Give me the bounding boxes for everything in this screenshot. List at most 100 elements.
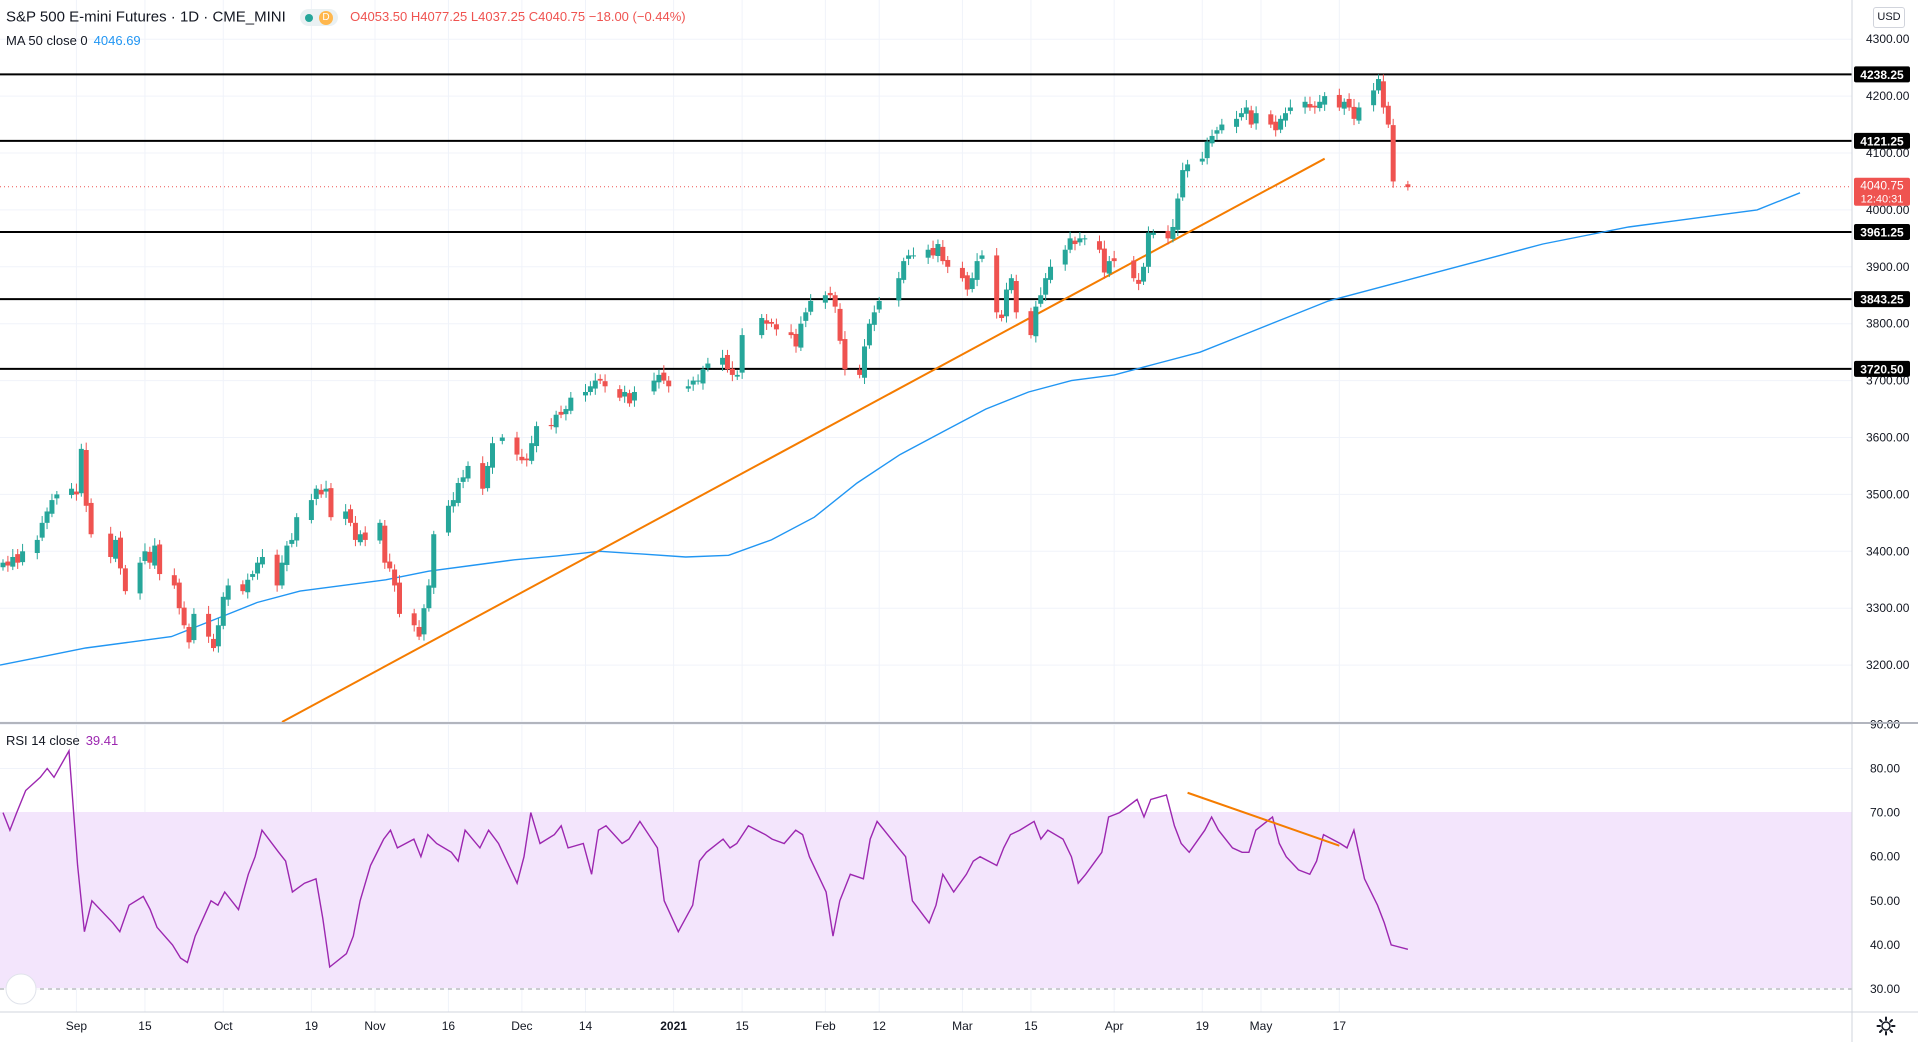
ma-legend[interactable]: MA 50 close 0 4046.69 <box>6 33 141 49</box>
candle-body <box>323 488 329 492</box>
candle-body <box>0 562 6 568</box>
price-tick-label: 4100.00 <box>1866 146 1910 160</box>
candle-body <box>215 625 221 647</box>
candle-body <box>583 391 589 396</box>
candle-body <box>1405 184 1411 188</box>
candle-body <box>979 255 985 259</box>
candle-body <box>592 380 598 389</box>
candle-body <box>720 357 726 365</box>
candle-body <box>519 456 525 461</box>
candle-body <box>206 613 212 637</box>
gear-icon[interactable] <box>1876 1016 1896 1036</box>
candle-body <box>240 584 246 592</box>
candle-body <box>837 308 843 341</box>
candle-body <box>563 409 569 415</box>
candle-body <box>803 312 809 321</box>
candle-body <box>1219 124 1225 131</box>
candle-body <box>925 249 931 258</box>
market-open-icon <box>304 14 313 23</box>
market-status-pill[interactable]: D <box>299 9 338 26</box>
ohlc-open: O4053.50 <box>350 9 408 25</box>
candle-body <box>666 380 672 387</box>
candle-body <box>1371 90 1377 106</box>
rsi-divergence-line[interactable] <box>1187 791 1340 847</box>
candle-body <box>524 458 530 461</box>
candle-body <box>1013 281 1019 313</box>
ohlc-change: −18.00 (−0.44%) <box>588 9 686 25</box>
candle-body <box>445 505 451 533</box>
time-tick-label: 15 <box>1024 1019 1038 1033</box>
scroll-to-start-button[interactable] <box>5 973 37 1005</box>
candle-body <box>773 324 779 330</box>
candle-body <box>1141 266 1147 282</box>
candle-body <box>362 532 368 540</box>
candle-body <box>1356 107 1362 121</box>
time-tick-label: Nov <box>364 1019 385 1033</box>
candle-body <box>1106 261 1112 274</box>
candle-body <box>44 511 50 523</box>
candle-body <box>15 554 21 563</box>
rsi-tick-label: 70.00 <box>1870 806 1900 820</box>
candle-body <box>450 500 456 507</box>
level-price-label-box <box>1854 132 1910 149</box>
time-tick-label: 2021 <box>660 1019 687 1033</box>
time-tick-label: Mar <box>952 1019 973 1033</box>
currency-badge[interactable]: USD <box>1873 7 1905 28</box>
candle-body <box>357 534 363 543</box>
candles <box>0 74 1411 653</box>
candle-body <box>901 261 907 280</box>
candle-body <box>499 437 505 441</box>
time-tick-label: May <box>1250 1019 1273 1033</box>
candle-body <box>1375 79 1381 91</box>
rsi-tick-label: 80.00 <box>1870 762 1900 776</box>
candle-body <box>117 537 123 569</box>
candle-body <box>465 465 471 479</box>
candle-body <box>308 500 314 521</box>
candle-body <box>480 463 486 489</box>
candle-body <box>1273 121 1279 131</box>
candle-body <box>558 411 564 415</box>
candle-body <box>857 369 863 375</box>
candle-body <box>186 626 192 643</box>
candle-body <box>734 374 740 377</box>
time-tick-label: 17 <box>1333 1019 1347 1033</box>
time-tick-label: 19 <box>305 1019 319 1033</box>
candle-body <box>1214 130 1220 134</box>
candle-body <box>294 517 300 541</box>
last-price-label: 4040.75 <box>1860 179 1904 193</box>
candle-body <box>210 638 216 649</box>
candle-body <box>910 255 916 257</box>
candle-body <box>460 477 466 482</box>
candle-body <box>69 488 75 495</box>
candle-body <box>382 525 388 563</box>
candle-body <box>793 333 799 347</box>
candle-body <box>534 426 540 447</box>
candle-body <box>1253 113 1259 124</box>
candle-body <box>974 261 980 280</box>
main-legend: S&P 500 E-mini Futures · 1D · CME_MINI D… <box>6 9 686 26</box>
candle-body <box>1165 230 1171 239</box>
candle-body <box>313 488 319 499</box>
candle-body <box>5 561 11 566</box>
rsi-legend[interactable]: RSI 14 close 39.41 <box>6 733 118 749</box>
candle-body <box>729 368 735 375</box>
time-tick-label: Sep <box>66 1019 88 1033</box>
candle-body <box>152 545 158 566</box>
time-tick-label: 14 <box>579 1019 593 1033</box>
price-tick-label: 3400.00 <box>1866 544 1910 558</box>
horizontal-levels <box>0 73 1852 370</box>
candle-body <box>999 314 1005 319</box>
candle-body <box>739 335 745 373</box>
candle-body <box>866 323 872 346</box>
candle-body <box>490 443 495 468</box>
candle-body <box>759 318 765 336</box>
symbol-title: S&P 500 E-mini Futures · 1D · CME_MINI <box>6 8 286 26</box>
price-tick-label: 4300.00 <box>1866 32 1910 46</box>
candle-body <box>426 585 432 609</box>
candle-body <box>871 312 877 325</box>
candle-body <box>78 448 84 494</box>
candle-body <box>1341 101 1347 109</box>
candle-body <box>631 391 637 401</box>
